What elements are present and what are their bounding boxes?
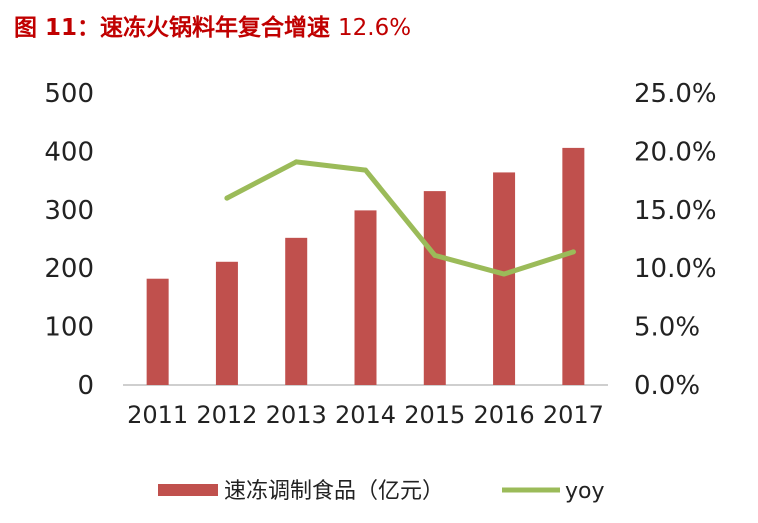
x-axis-tick-label: 2013	[266, 401, 327, 429]
yoy-point	[363, 167, 368, 173]
bar	[562, 147, 585, 385]
right-axis-tick-label: 5.0%	[634, 313, 700, 343]
x-axis-tick-label: 2014	[335, 401, 396, 429]
left-axis-tick-label: 400	[44, 137, 94, 167]
x-axis-tick-label: 2012	[196, 401, 257, 429]
legend-bar-label: 速冻调制食品（亿元）	[224, 479, 444, 504]
right-axis-tick-label: 0.0%	[634, 371, 700, 401]
x-axis-tick-label: 2015	[404, 401, 465, 429]
bar	[146, 278, 169, 385]
yoy-point	[224, 195, 230, 201]
right-axis-tick-label: 10.0%	[634, 254, 717, 284]
bar	[354, 210, 377, 385]
left-axis-tick-label: 300	[44, 196, 94, 226]
bar	[423, 191, 446, 385]
right-axis-tick-label: 20.0%	[634, 137, 717, 167]
right-axis-tick-label: 15.0%	[634, 196, 717, 226]
figure-title: 图 11：速冻火锅料年复合增速 12.6%	[14, 8, 411, 42]
legend-bar-swatch	[158, 484, 218, 496]
figure-title-text: 速冻火锅料年复合增速	[100, 15, 331, 41]
x-axis-tick-label: 2016	[474, 401, 535, 429]
yoy-line	[224, 159, 576, 277]
figure-prefix: 图 11：	[14, 15, 101, 41]
yoy-point	[293, 159, 299, 165]
left-axis-tick-label: 100	[44, 313, 94, 343]
yoy-point	[432, 252, 438, 258]
yoy-point	[501, 271, 507, 277]
left-axis-tick-label: 500	[44, 79, 94, 109]
bar	[215, 261, 238, 385]
x-axis-tick-label: 2011	[127, 401, 188, 429]
x-axis-tick-label: 2017	[543, 401, 604, 429]
yoy-point	[570, 249, 576, 255]
left-axis-tick-label: 0	[77, 371, 94, 401]
legend-line-label: yoy	[565, 479, 605, 504]
bar	[285, 237, 308, 385]
figure-title-value: 12.6%	[338, 15, 412, 41]
bar	[493, 172, 516, 385]
left-axis-tick-label: 200	[44, 254, 94, 284]
right-axis-tick-label: 25.0%	[634, 79, 717, 109]
